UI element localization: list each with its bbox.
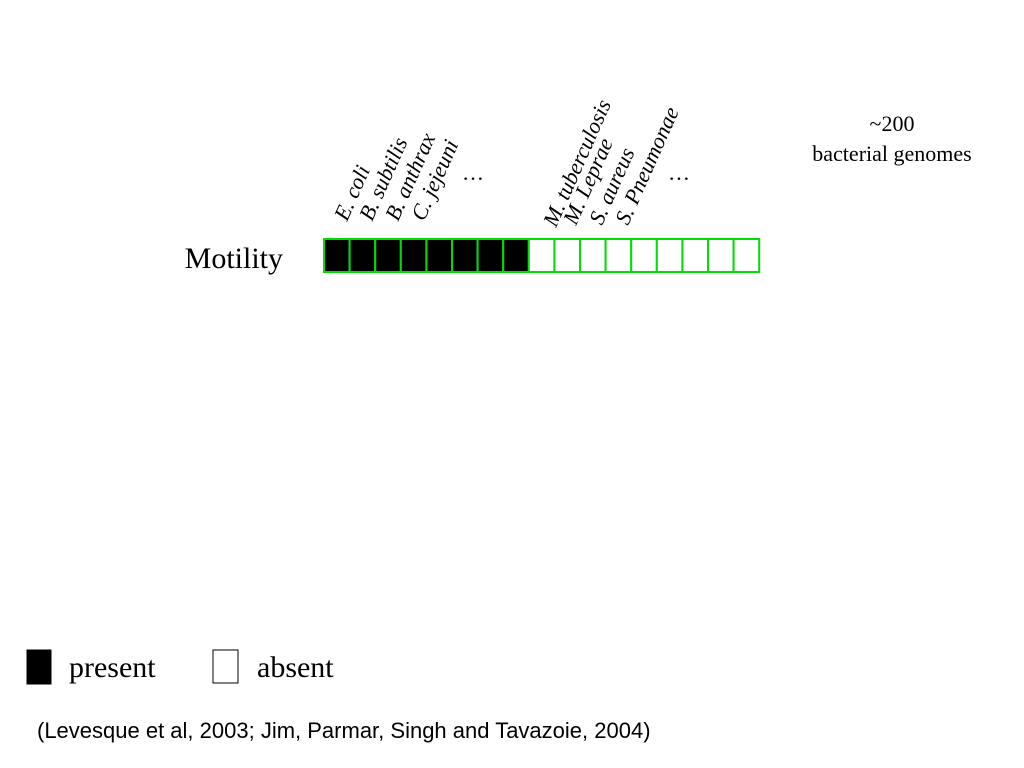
legend-absent-swatch [212, 649, 239, 684]
legend-present-label: present [69, 651, 156, 684]
cell-absent [630, 238, 658, 273]
legend-absent-label: absent [257, 651, 334, 684]
cell-absent [707, 238, 735, 273]
genome-count: ~200 [870, 111, 915, 136]
cell-absent [553, 238, 582, 273]
cell-absent [681, 238, 710, 273]
legend: present absent [26, 649, 334, 685]
genome-count-caption: bacterial genomes [812, 141, 971, 166]
row-label-motility: Motility [185, 242, 283, 275]
profile-cells [323, 238, 761, 273]
citation: (Levesque et al, 2003; Jim, Parmar, Sing… [37, 718, 651, 743]
species-labels: E. coli B. subtilis B. anthrax C. jejeun… [328, 96, 690, 231]
cell-present [425, 238, 453, 273]
cell-present [374, 238, 402, 273]
cell-present [348, 238, 377, 273]
cell-present [323, 238, 351, 273]
legend-present-swatch [26, 649, 52, 685]
cell-absent [527, 238, 556, 273]
cell-present [476, 238, 505, 273]
cell-present [451, 238, 479, 273]
cell-absent [655, 238, 684, 273]
cell-absent [579, 238, 607, 273]
ellipsis-label-1: … [462, 160, 484, 185]
cell-present [502, 238, 530, 273]
cell-present [399, 238, 428, 273]
ellipsis-label-2: … [668, 160, 690, 185]
cell-absent [604, 238, 633, 273]
cell-absent [732, 238, 761, 273]
